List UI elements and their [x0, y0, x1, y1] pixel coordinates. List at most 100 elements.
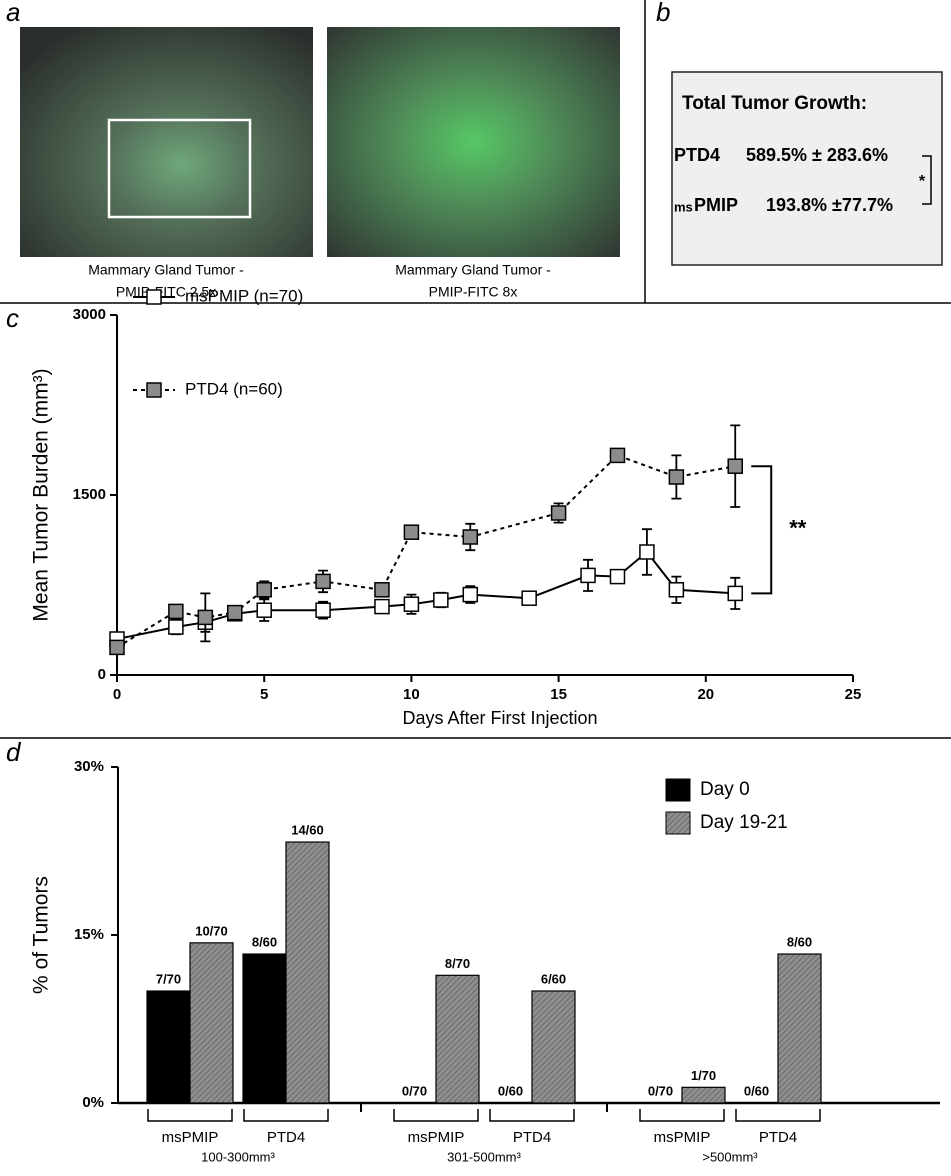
- data-label: 0/60: [498, 1083, 523, 1098]
- significance: **: [789, 516, 807, 541]
- y-tick-label: 15%: [74, 926, 104, 943]
- legend-label: Day 0: [700, 779, 750, 800]
- point: [403, 596, 420, 612]
- x-tick-label: PTD4: [513, 1129, 551, 1146]
- point: [521, 590, 537, 606]
- x-tick-label: PTD4: [759, 1129, 797, 1146]
- caption: Mammary Gland Tumor -: [395, 262, 551, 278]
- x-tick-label: msPMIP: [654, 1129, 711, 1146]
- point: [109, 639, 125, 656]
- panel-label: b: [656, 0, 670, 27]
- bar: [285, 841, 330, 1104]
- caption: PMIP-FITC 2.5x: [116, 284, 216, 300]
- x-tick-label: 10: [403, 686, 420, 703]
- group-name: PMIP: [694, 195, 738, 215]
- point: [256, 602, 272, 618]
- point: [462, 529, 479, 545]
- data-label: 8/60: [787, 934, 812, 949]
- point: [374, 598, 390, 615]
- zoom-box: [107, 118, 252, 219]
- y-tick-label: 0%: [82, 1094, 104, 1111]
- caption: PMIP-FITC 8x: [429, 284, 518, 300]
- bar: [531, 990, 576, 1104]
- point: [403, 524, 420, 540]
- point: [462, 586, 479, 603]
- point: [668, 469, 685, 485]
- data-label: 7/70: [156, 971, 181, 986]
- group-name: PTD4: [674, 145, 720, 165]
- photo: [20, 27, 313, 257]
- data-label: 8/60: [252, 934, 277, 949]
- legend-marker: [146, 382, 162, 398]
- x-tick-label: msPMIP: [162, 1129, 219, 1146]
- point: [374, 582, 390, 598]
- data-label: 6/60: [541, 971, 566, 986]
- point: [168, 619, 184, 635]
- panel-label: a: [6, 0, 20, 27]
- data-label: 1/70: [691, 1068, 716, 1083]
- legend-label: PTD4 (n=60): [185, 379, 283, 398]
- category-bracket: [147, 1109, 233, 1122]
- box-title: Total Tumor Growth:: [682, 93, 867, 114]
- panel-label: d: [6, 737, 22, 767]
- series-line: [116, 550, 736, 640]
- group-label: 100-300mm³: [201, 1149, 275, 1164]
- point: [433, 592, 449, 608]
- category-bracket: [243, 1109, 329, 1122]
- data-label: 0/60: [744, 1083, 769, 1098]
- x-axis-label: Days After First Injection: [402, 708, 597, 728]
- category-bracket: [735, 1109, 821, 1122]
- point: [727, 458, 743, 474]
- point: [727, 585, 743, 602]
- data-label: 14/60: [291, 822, 324, 837]
- x-tick-label: 0: [113, 686, 121, 703]
- category-bracket: [489, 1109, 575, 1122]
- x-tick-label: 20: [697, 686, 714, 703]
- point: [227, 604, 243, 621]
- panel-label: c: [6, 303, 19, 333]
- legend-swatch: [665, 778, 691, 802]
- point: [197, 609, 214, 626]
- significance-bracket: [922, 155, 932, 205]
- point: [168, 603, 184, 620]
- point: [668, 582, 685, 598]
- point: [256, 582, 272, 598]
- point: [580, 567, 596, 584]
- data-label: 8/70: [445, 956, 470, 971]
- x-tick-label: msPMIP: [408, 1129, 465, 1146]
- y-tick-label: 3000: [73, 306, 106, 323]
- x-tick-label: PTD4: [267, 1129, 305, 1146]
- point: [315, 573, 331, 590]
- bar: [777, 953, 822, 1104]
- legend-label: msPMIP (n=70): [185, 286, 303, 305]
- growth-value: 193.8% ±77.7%: [766, 195, 893, 215]
- significance: *: [919, 173, 926, 190]
- data-label: 0/70: [402, 1083, 427, 1098]
- point: [609, 568, 626, 585]
- x-tick-label: 5: [260, 686, 268, 703]
- group-prefix: ms: [674, 199, 693, 214]
- summary-box: [671, 71, 943, 266]
- legend-swatch: [665, 811, 691, 835]
- x-tick-label: 25: [845, 686, 862, 703]
- point: [550, 505, 567, 521]
- legend-label: Day 19-21: [700, 812, 788, 833]
- caption: Mammary Gland Tumor -: [88, 262, 244, 278]
- legend-marker: [146, 289, 162, 305]
- bar: [146, 990, 191, 1104]
- bar: [189, 942, 234, 1104]
- x-tick-label: 15: [550, 686, 567, 703]
- bar: [681, 1086, 726, 1104]
- bar: [435, 974, 480, 1104]
- bar: [242, 953, 287, 1104]
- group-label: 301-500mm³: [447, 1149, 521, 1164]
- growth-value: 589.5% ± 283.6%: [746, 145, 888, 165]
- point: [639, 544, 655, 560]
- data-label: 10/70: [195, 923, 228, 938]
- y-axis-label: Mean Tumor Burden (mm³): [30, 368, 53, 621]
- category-bracket: [393, 1109, 479, 1122]
- category-bracket: [639, 1109, 725, 1122]
- data-label: 0/70: [648, 1083, 673, 1098]
- y-tick-label: 1500: [73, 486, 106, 503]
- y-axis-label: % of Tumors: [30, 876, 53, 994]
